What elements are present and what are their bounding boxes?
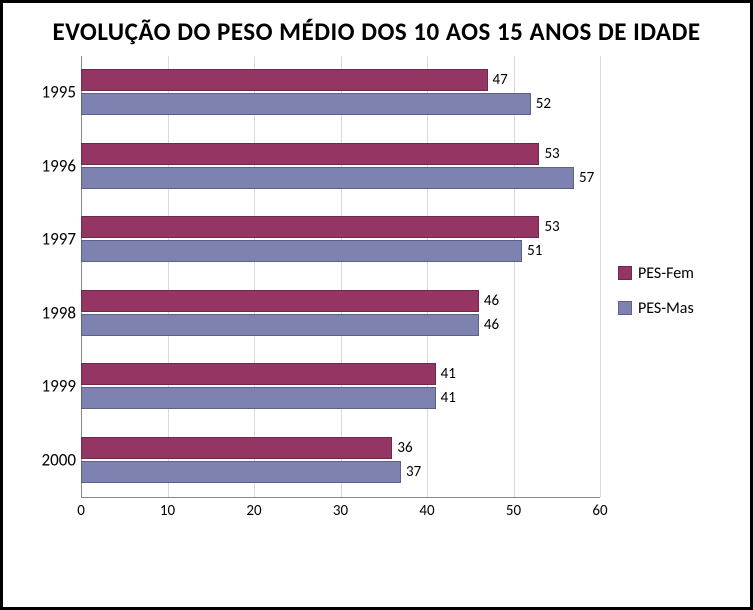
legend-item: PES-Mas — [618, 299, 730, 318]
bar: 37 — [81, 461, 401, 483]
bar-fill — [81, 167, 574, 189]
y-category-label: 1998 — [42, 302, 76, 323]
bar-value-label: 36 — [397, 439, 412, 457]
bar: 46 — [81, 314, 479, 336]
bar-value-label: 51 — [527, 242, 542, 260]
gridline — [600, 56, 601, 497]
bar: 51 — [81, 240, 522, 262]
legend-swatch — [618, 266, 632, 280]
chart-area: 199519961997199819992000 475253575351464… — [23, 56, 730, 526]
bar-value-label: 53 — [544, 218, 559, 236]
bar-fill — [81, 143, 539, 165]
bar: 41 — [81, 387, 436, 409]
x-tick-label: 0 — [77, 502, 85, 520]
bar: 53 — [81, 216, 539, 238]
x-tick-label: 20 — [246, 502, 261, 520]
bar: 46 — [81, 290, 479, 312]
bar-value-label: 46 — [484, 316, 499, 334]
y-category-label: 1996 — [42, 155, 76, 176]
bar-value-label: 37 — [406, 463, 421, 481]
legend-label: PES-Fem — [638, 264, 694, 283]
y-category-label: 1999 — [42, 376, 76, 397]
x-tick-label: 50 — [506, 502, 521, 520]
plot-column: 199519961997199819992000 475253575351464… — [81, 56, 600, 526]
bar-fill — [81, 290, 479, 312]
bar: 57 — [81, 167, 574, 189]
legend-label: PES-Mas — [638, 299, 694, 318]
bar: 53 — [81, 143, 539, 165]
bar: 41 — [81, 363, 436, 385]
y-category-label: 2000 — [42, 449, 76, 470]
bar-fill — [81, 216, 539, 238]
bars-layer: 475253575351464641413637 — [81, 56, 600, 497]
plot-area: 199519961997199819992000 475253575351464… — [81, 56, 600, 498]
chart-frame: EVOLUÇÃO DO PESO MÉDIO DOS 10 AOS 15 ANO… — [0, 0, 753, 610]
bar-value-label: 47 — [493, 71, 508, 89]
bar-fill — [81, 240, 522, 262]
bar-value-label: 41 — [441, 389, 456, 407]
bar-fill — [81, 363, 436, 385]
legend: PES-Fem PES-Mas — [600, 56, 730, 526]
bar: 36 — [81, 437, 392, 459]
bar-value-label: 57 — [579, 169, 594, 187]
bar-fill — [81, 69, 488, 91]
y-labels-layer: 1995 1996 1997 1998 1999 2000 — [31, 56, 76, 497]
chart-title: EVOLUÇÃO DO PESO MÉDIO DOS 10 AOS 15 ANO… — [23, 18, 730, 46]
bar: 47 — [81, 69, 488, 91]
legend-swatch — [618, 301, 632, 315]
bar-fill — [81, 314, 479, 336]
x-tick-label: 60 — [592, 502, 607, 520]
x-tick-label: 10 — [160, 502, 175, 520]
bar: 52 — [81, 93, 531, 115]
x-tick-label: 30 — [333, 502, 348, 520]
y-category-label: 1995 — [42, 82, 76, 103]
y-category-label: 1997 — [42, 229, 76, 250]
bar-fill — [81, 437, 392, 459]
x-axis: 0102030405060 — [81, 498, 600, 526]
bar-value-label: 46 — [484, 292, 499, 310]
x-tick-label: 40 — [419, 502, 434, 520]
bar-fill — [81, 461, 401, 483]
bar-fill — [81, 387, 436, 409]
bar-value-label: 53 — [544, 145, 559, 163]
bar-value-label: 52 — [536, 95, 551, 113]
bar-fill — [81, 93, 531, 115]
bar-value-label: 41 — [441, 365, 456, 383]
legend-item: PES-Fem — [618, 264, 730, 283]
